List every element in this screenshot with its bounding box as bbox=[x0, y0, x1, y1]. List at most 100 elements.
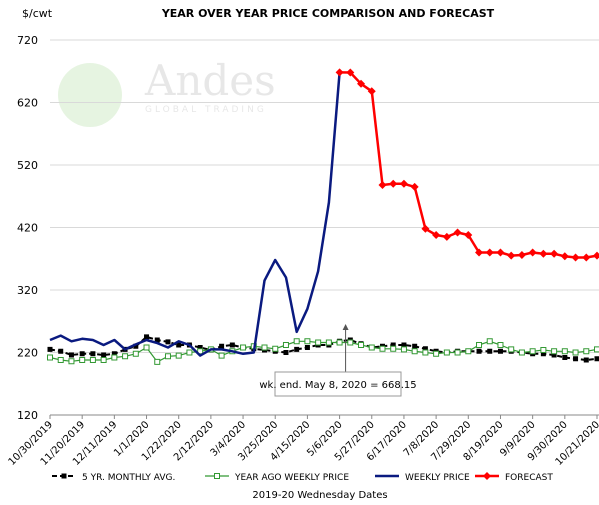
marker bbox=[476, 342, 483, 348]
marker bbox=[197, 348, 204, 355]
marker bbox=[476, 348, 482, 354]
watermark: Andes bbox=[144, 56, 276, 105]
marker bbox=[486, 338, 493, 345]
marker bbox=[133, 343, 139, 349]
marker bbox=[90, 351, 96, 357]
legend-label: YEAR AGO WEEKLY PRICE bbox=[234, 473, 349, 483]
marker bbox=[594, 346, 599, 353]
marker bbox=[593, 251, 599, 260]
marker bbox=[540, 351, 546, 357]
marker bbox=[214, 473, 220, 479]
marker bbox=[517, 251, 526, 259]
legend-label: WEEKLY PRICE bbox=[405, 473, 470, 483]
marker bbox=[390, 345, 397, 352]
marker bbox=[368, 344, 375, 351]
marker bbox=[539, 249, 548, 258]
marker bbox=[186, 349, 193, 356]
marker bbox=[58, 348, 64, 354]
marker bbox=[68, 352, 74, 358]
marker bbox=[594, 356, 599, 362]
marker bbox=[378, 181, 387, 189]
marker bbox=[443, 349, 450, 356]
y-tick-label: 120 bbox=[17, 409, 38, 422]
marker bbox=[358, 342, 365, 348]
marker bbox=[442, 232, 451, 241]
y-tick-label: 720 bbox=[17, 34, 38, 47]
y-tick-label: 420 bbox=[17, 222, 38, 235]
marker bbox=[89, 357, 96, 363]
marker bbox=[411, 348, 418, 355]
marker bbox=[561, 348, 568, 355]
y-tick-label: 220 bbox=[17, 347, 38, 360]
annotation-arrow bbox=[342, 324, 349, 330]
marker bbox=[111, 351, 117, 357]
legend-label: FORECAST bbox=[505, 473, 553, 483]
marker bbox=[454, 349, 461, 356]
marker bbox=[497, 342, 504, 348]
marker bbox=[551, 348, 558, 355]
y-tick-label: 520 bbox=[17, 159, 38, 172]
marker bbox=[379, 345, 386, 352]
marker bbox=[272, 345, 279, 352]
marker bbox=[346, 68, 355, 77]
marker bbox=[304, 338, 311, 345]
marker bbox=[336, 339, 343, 346]
marker bbox=[390, 342, 396, 348]
marker bbox=[294, 346, 300, 352]
marker bbox=[508, 346, 515, 353]
marker bbox=[422, 349, 429, 356]
marker bbox=[422, 346, 428, 352]
marker bbox=[412, 343, 418, 349]
marker bbox=[144, 334, 150, 340]
marker bbox=[582, 253, 591, 262]
marker bbox=[304, 345, 310, 350]
marker bbox=[571, 253, 580, 262]
annotation-box bbox=[274, 371, 402, 397]
marker bbox=[79, 357, 86, 363]
marker bbox=[282, 342, 289, 348]
marker bbox=[101, 352, 107, 358]
marker bbox=[560, 252, 569, 261]
marker bbox=[496, 248, 505, 257]
marker bbox=[433, 350, 440, 357]
marker bbox=[483, 472, 491, 480]
marker bbox=[399, 179, 408, 188]
marker bbox=[154, 337, 160, 343]
marker bbox=[132, 350, 139, 357]
marker bbox=[47, 346, 53, 352]
marker bbox=[453, 228, 462, 237]
marker bbox=[122, 353, 129, 360]
marker bbox=[229, 342, 235, 348]
marker bbox=[518, 349, 525, 356]
marker bbox=[507, 251, 516, 260]
marker bbox=[315, 339, 322, 346]
marker bbox=[573, 356, 579, 362]
marker bbox=[111, 354, 118, 361]
marker bbox=[165, 339, 171, 345]
marker bbox=[357, 79, 366, 88]
marker bbox=[410, 182, 419, 191]
watermark-sub: GLOBAL TRADING bbox=[145, 105, 267, 115]
marker bbox=[487, 348, 493, 354]
legend-label: 5 YR. MONTHLY AVG. bbox=[82, 473, 175, 483]
series-line bbox=[49, 72, 341, 357]
series-line bbox=[49, 340, 598, 363]
marker bbox=[347, 339, 354, 346]
marker bbox=[465, 348, 472, 355]
marker bbox=[79, 351, 85, 357]
marker bbox=[367, 87, 376, 96]
marker bbox=[528, 248, 537, 257]
marker bbox=[475, 248, 484, 257]
marker bbox=[485, 248, 494, 257]
y-tick-label: 620 bbox=[17, 97, 38, 110]
annotation: wk. end. May 8, 2020 = 668.15 bbox=[259, 380, 416, 391]
watermark-logo bbox=[58, 63, 122, 127]
marker bbox=[562, 355, 568, 360]
marker bbox=[325, 339, 332, 346]
marker bbox=[540, 347, 547, 353]
marker bbox=[389, 179, 398, 188]
marker bbox=[583, 348, 590, 355]
marker bbox=[432, 231, 441, 239]
marker bbox=[293, 338, 300, 345]
